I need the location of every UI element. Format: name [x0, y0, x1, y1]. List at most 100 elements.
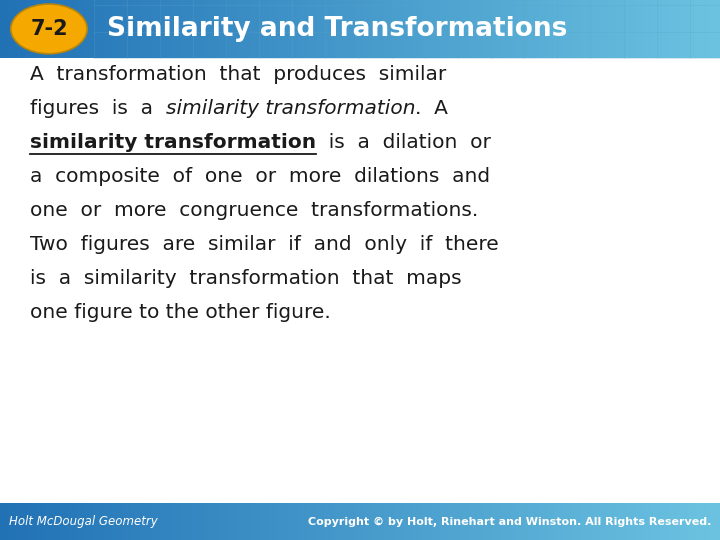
Bar: [629, 0, 631, 58]
Bar: [662, 0, 665, 58]
Bar: [117, 0, 120, 58]
Bar: [715, 503, 718, 540]
Bar: [288, 503, 290, 540]
Bar: [225, 503, 228, 540]
Bar: [367, 503, 369, 540]
Bar: [24, 503, 27, 540]
Bar: [204, 0, 207, 58]
Bar: [218, 503, 221, 540]
Bar: [607, 503, 610, 540]
Bar: [120, 503, 122, 540]
Bar: [540, 503, 542, 540]
Bar: [480, 0, 482, 58]
Bar: [682, 0, 684, 58]
Bar: [230, 0, 233, 58]
Bar: [182, 0, 185, 58]
Bar: [693, 503, 696, 540]
Bar: [31, 0, 34, 58]
Bar: [509, 0, 511, 58]
Bar: [180, 0, 182, 58]
Bar: [38, 0, 41, 58]
Bar: [387, 503, 389, 540]
Bar: [266, 0, 269, 58]
Bar: [74, 503, 77, 540]
Bar: [612, 503, 614, 540]
Bar: [492, 0, 495, 58]
Bar: [171, 0, 173, 58]
Bar: [379, 0, 382, 58]
Bar: [691, 0, 693, 58]
Bar: [63, 0, 65, 58]
Bar: [243, 0, 245, 58]
Bar: [391, 0, 394, 58]
Bar: [161, 0, 163, 58]
Bar: [326, 0, 329, 58]
Bar: [605, 503, 607, 540]
Bar: [600, 0, 603, 58]
Bar: [31, 503, 34, 540]
Bar: [293, 0, 295, 58]
Bar: [27, 503, 29, 540]
Bar: [698, 503, 701, 540]
Bar: [19, 0, 22, 58]
Bar: [5, 503, 7, 540]
Bar: [571, 503, 574, 540]
Bar: [216, 0, 218, 58]
Bar: [204, 503, 207, 540]
Bar: [583, 0, 585, 58]
Bar: [634, 0, 636, 58]
Bar: [518, 503, 521, 540]
Bar: [166, 0, 168, 58]
Bar: [617, 0, 619, 58]
Bar: [202, 503, 204, 540]
Bar: [574, 0, 576, 58]
Text: one  or  more  congruence  transformations.: one or more congruence transformations.: [30, 201, 479, 220]
Bar: [588, 0, 590, 58]
Bar: [624, 0, 626, 58]
Bar: [41, 0, 43, 58]
Bar: [631, 503, 634, 540]
Bar: [218, 0, 221, 58]
Bar: [595, 0, 598, 58]
Bar: [319, 503, 322, 540]
Bar: [346, 503, 348, 540]
Bar: [437, 503, 439, 540]
Bar: [77, 503, 79, 540]
Bar: [132, 0, 135, 58]
Bar: [398, 0, 401, 58]
Bar: [235, 0, 238, 58]
Bar: [528, 503, 531, 540]
Bar: [211, 503, 214, 540]
Bar: [153, 503, 156, 540]
Bar: [410, 503, 413, 540]
Bar: [135, 503, 137, 540]
Bar: [135, 0, 137, 58]
Bar: [701, 0, 703, 58]
Bar: [626, 0, 629, 58]
Bar: [189, 503, 192, 540]
Bar: [485, 0, 487, 58]
Bar: [243, 503, 245, 540]
Bar: [437, 0, 439, 58]
Bar: [463, 0, 466, 58]
Bar: [646, 0, 648, 58]
Bar: [665, 0, 667, 58]
Bar: [562, 503, 564, 540]
Bar: [130, 0, 132, 58]
Bar: [703, 0, 706, 58]
Bar: [569, 503, 571, 540]
Bar: [185, 0, 187, 58]
Bar: [29, 0, 31, 58]
Bar: [122, 0, 125, 58]
Bar: [607, 0, 610, 58]
Bar: [228, 0, 230, 58]
Bar: [405, 0, 408, 58]
Bar: [581, 503, 583, 540]
Bar: [120, 0, 122, 58]
Bar: [499, 0, 502, 58]
Bar: [137, 503, 139, 540]
Bar: [574, 503, 576, 540]
Bar: [106, 0, 108, 58]
Bar: [468, 503, 470, 540]
Bar: [310, 503, 312, 540]
